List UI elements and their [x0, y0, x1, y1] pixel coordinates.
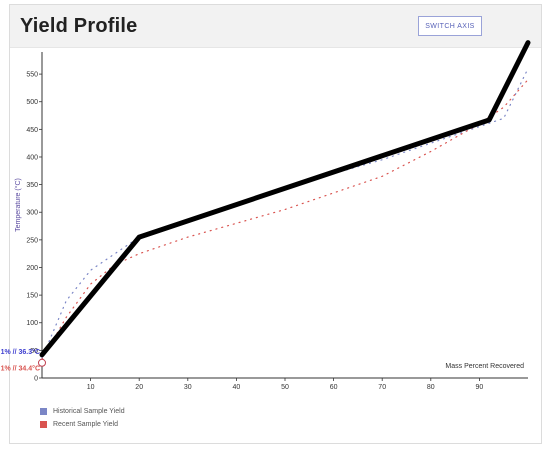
legend-swatch-icon [40, 421, 47, 428]
legend-item-historical[interactable]: Historical Sample Yield [40, 408, 125, 415]
y-tick-label: 500 [26, 99, 38, 106]
x-axis-label: Mass Percent Recovered [445, 363, 524, 370]
y-tick-label: 200 [26, 265, 38, 272]
yield-profile-card: Yield Profile SWITCH AXIS [9, 4, 542, 444]
value-annotation: 1% // 36.3°C [1, 348, 40, 356]
y-tick-label: 450 [26, 127, 38, 134]
x-tick-label: 60 [330, 384, 338, 391]
y-tick-label: 400 [26, 154, 38, 161]
series-line [39, 40, 531, 358]
x-tick-label: 10 [87, 384, 95, 391]
legend-swatch-icon [40, 408, 47, 415]
series-line [41, 79, 529, 360]
x-tick-label: 90 [476, 384, 484, 391]
legend-item-recent[interactable]: Recent Sample Yield [40, 421, 118, 428]
y-tick-label: 150 [26, 293, 38, 300]
page-title: Yield Profile [20, 15, 138, 37]
legend-label: Recent Sample Yield [53, 421, 118, 428]
y-tick-label: 300 [26, 210, 38, 217]
x-tick-label: 30 [184, 384, 192, 391]
y-tick-label: 0 [34, 376, 38, 383]
series-line [41, 67, 529, 359]
x-tick-label: 50 [281, 384, 289, 391]
y-axis-label: Temperature (°C) [14, 178, 22, 232]
legend-label: Historical Sample Yield [53, 408, 125, 415]
y-tick-label: 250 [26, 237, 38, 244]
x-tick-label: 70 [378, 384, 386, 391]
card-header: Yield Profile SWITCH AXIS [10, 5, 541, 48]
y-tick-label: 350 [26, 182, 38, 189]
y-tick-label: 100 [26, 320, 38, 327]
y-tick-label: 550 [26, 72, 38, 79]
y-tick-label: 50 [30, 348, 38, 355]
value-annotation: 1% // 34.4°C [1, 365, 40, 373]
x-tick-label: 80 [427, 384, 435, 391]
x-tick-label: 40 [233, 384, 241, 391]
x-tick-label: 20 [135, 384, 143, 391]
switch-axis-button[interactable]: SWITCH AXIS [418, 16, 482, 36]
start-marker-icon [38, 358, 46, 367]
